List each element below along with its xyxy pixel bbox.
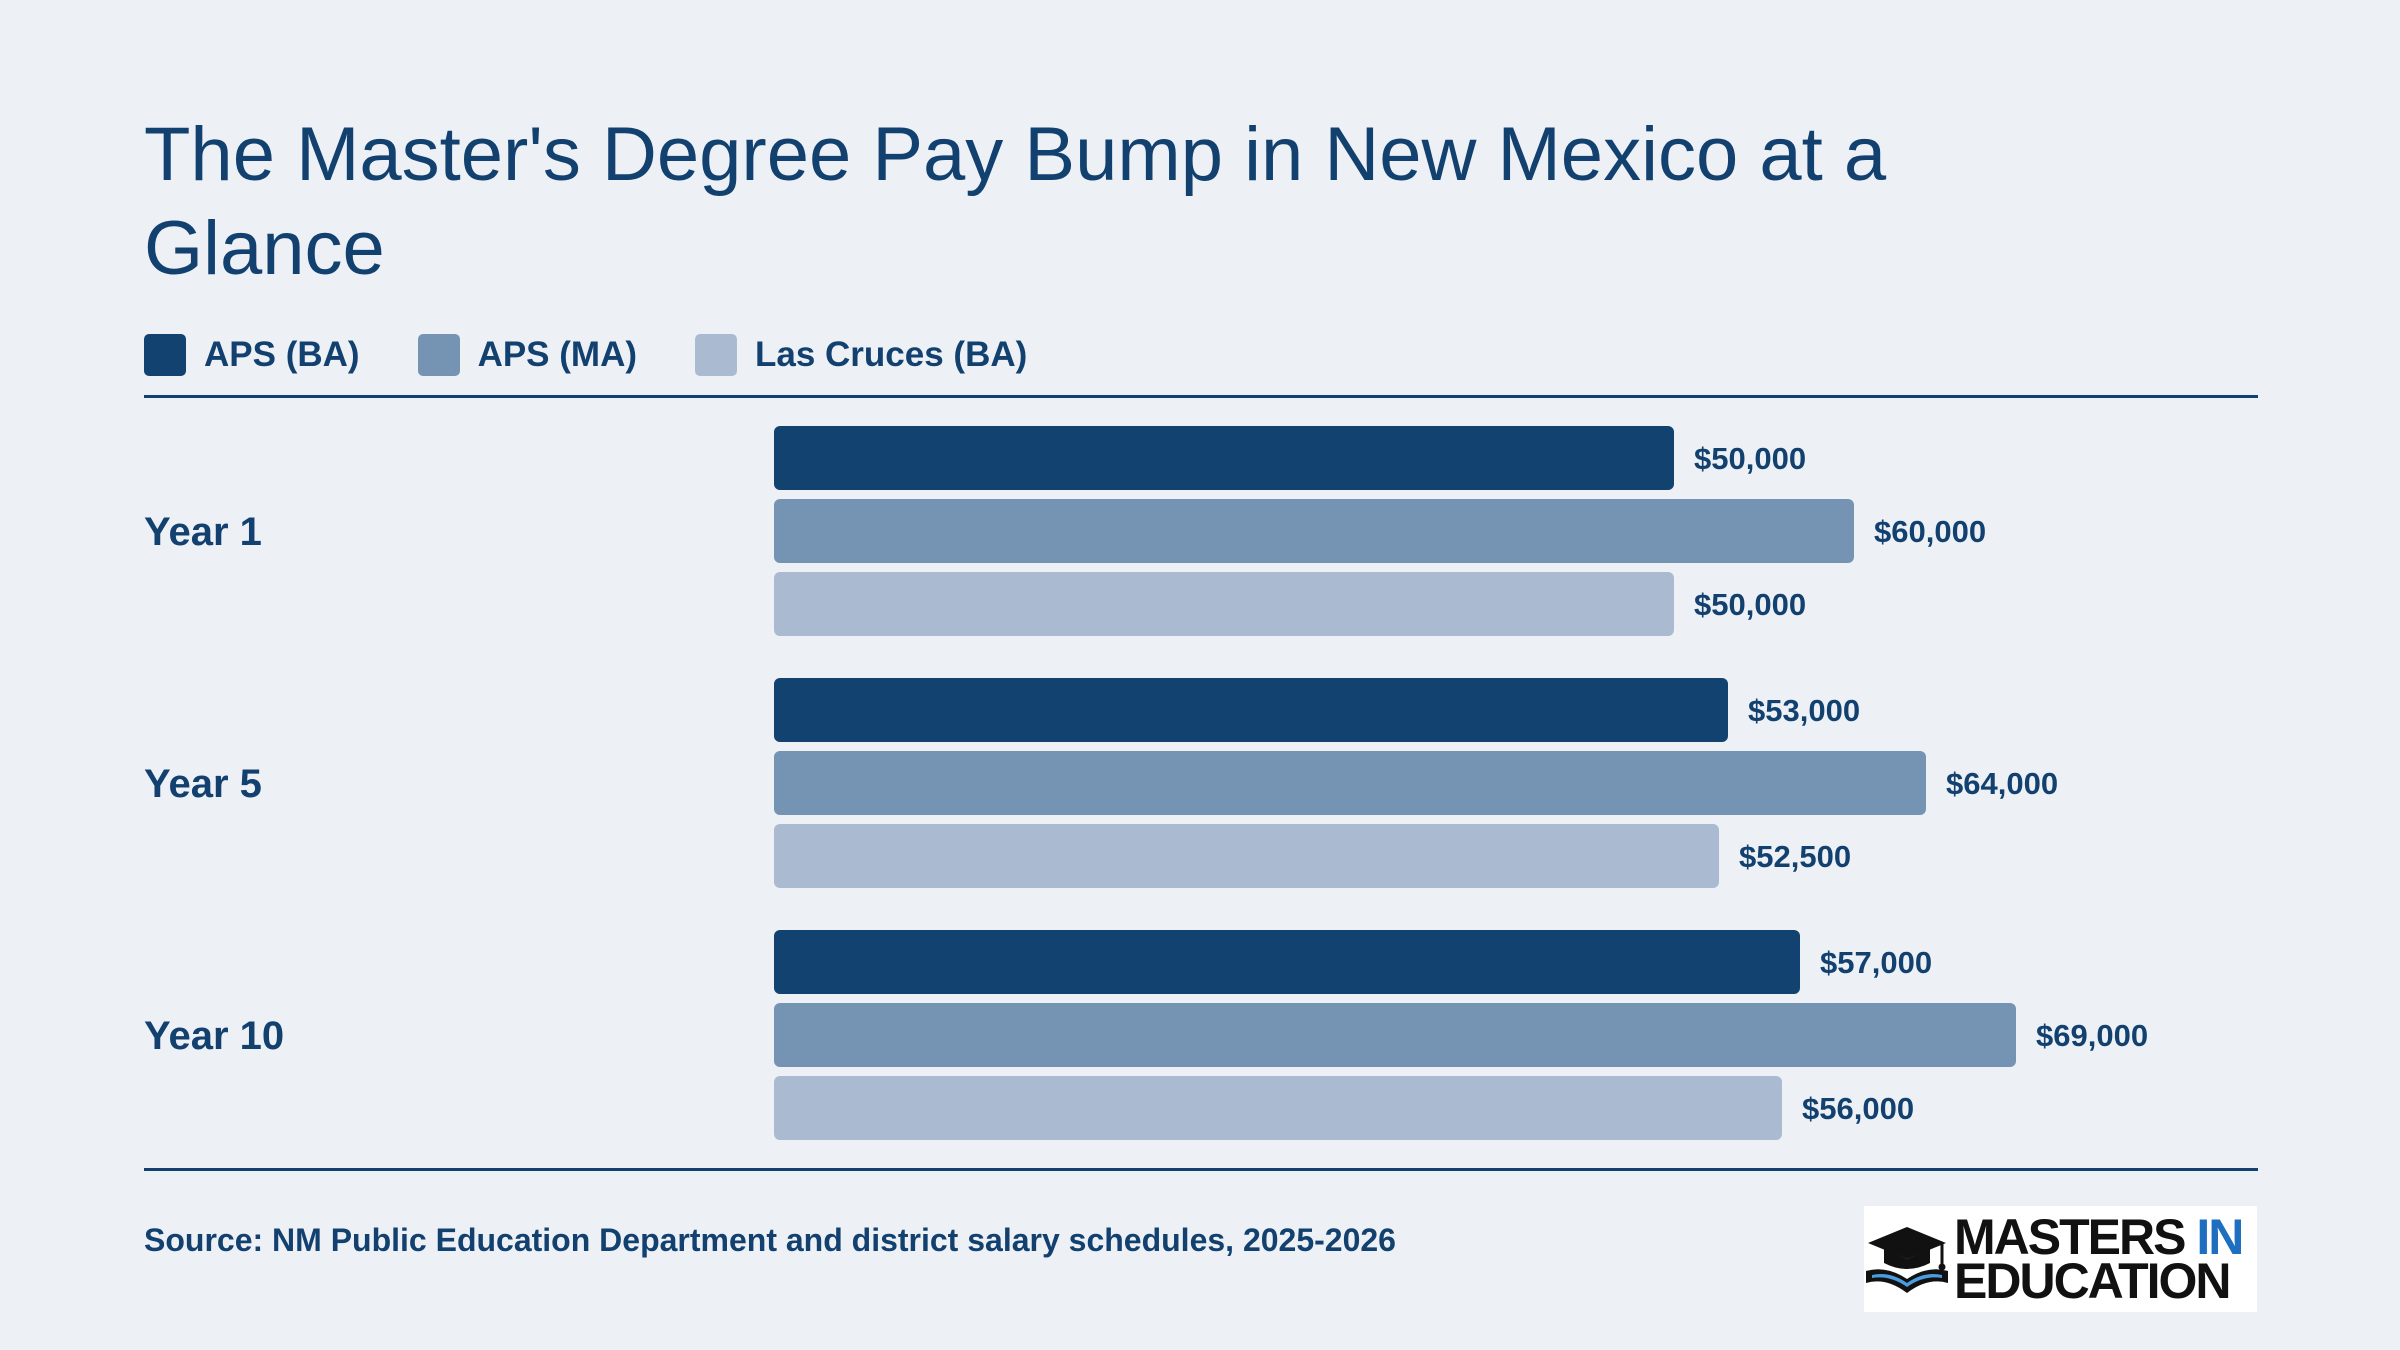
bar-aps-ma-year-5 — [774, 751, 1926, 815]
legend-label-aps-ba: APS (BA) — [204, 335, 360, 374]
bar-aps-ma-year-1 — [774, 499, 1854, 563]
category-label-year-5: Year 5 — [144, 762, 262, 806]
legend-swatch-aps-ba — [144, 334, 186, 376]
bar-las-cruces-ba-year-5 — [774, 824, 1719, 888]
category-label-year-1: Year 1 — [144, 510, 262, 554]
legend-label-aps-ma: APS (MA) — [477, 335, 637, 374]
legend-item-las-cruces-ba: Las Cruces (BA) — [695, 334, 1027, 376]
legend-item-aps-ma: APS (MA) — [417, 334, 637, 376]
bar-aps-ba-year-10 — [774, 930, 1800, 994]
logo-word-in: IN — [2196, 1209, 2244, 1265]
legend-swatch-aps-ma — [417, 334, 460, 376]
logo-text: MASTERS IN EDUCATION — [1954, 1212, 2244, 1309]
value-label-las-cruces-ba-year-5: $52,500 — [1739, 839, 1851, 874]
legend-item-aps-ba: APS (BA) — [144, 334, 360, 376]
legend-label-las-cruces-ba: Las Cruces (BA) — [755, 335, 1028, 374]
bottom-divider — [144, 1168, 2258, 1171]
source-note: Source: NM Public Education Department a… — [144, 1222, 1396, 1258]
top-divider — [144, 395, 2258, 398]
category-label-year-10: Year 10 — [144, 1014, 284, 1058]
logo-word-masters: MASTERS — [1954, 1209, 2186, 1265]
masters-in-education-logo: MASTERS IN EDUCATION — [1864, 1206, 2257, 1312]
logo-word-education: EDUCATION — [1954, 1253, 2232, 1309]
bar-las-cruces-ba-year-10 — [774, 1076, 1782, 1140]
bar-aps-ba-year-5 — [774, 678, 1728, 742]
value-label-aps-ba-year-10: $57,000 — [1820, 945, 1932, 980]
bar-las-cruces-ba-year-1 — [774, 572, 1674, 636]
value-label-aps-ba-year-5: $53,000 — [1748, 693, 1860, 728]
value-label-aps-ma-year-10: $69,000 — [2036, 1018, 2148, 1053]
value-label-aps-ma-year-5: $64,000 — [1946, 766, 2058, 801]
bar-aps-ba-year-1 — [774, 426, 1674, 490]
value-label-las-cruces-ba-year-1: $50,000 — [1694, 587, 1806, 622]
chart-title: The Master's Degree Pay Bump in New Mexi… — [144, 112, 1887, 291]
value-label-aps-ba-year-1: $50,000 — [1694, 441, 1806, 476]
value-label-las-cruces-ba-year-10: $56,000 — [1802, 1091, 1914, 1126]
graduation-cap-book-icon — [1866, 1227, 1948, 1293]
legend-swatch-las-cruces-ba — [695, 334, 737, 376]
value-label-aps-ma-year-1: $60,000 — [1874, 514, 1986, 549]
bar-aps-ma-year-10 — [774, 1003, 2016, 1067]
legend: APS (BA) APS (MA) Las Cruces (BA) — [144, 330, 1085, 380]
